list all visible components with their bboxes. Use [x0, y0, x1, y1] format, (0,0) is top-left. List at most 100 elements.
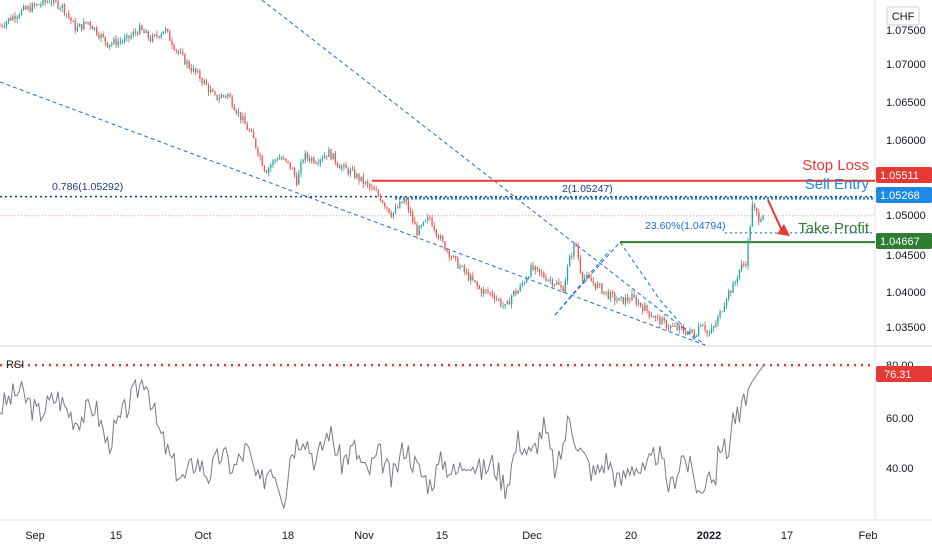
candle-body: [197, 71, 199, 73]
candle-body: [571, 256, 573, 258]
candle-body: [442, 236, 444, 242]
candle-body: [42, 0, 44, 5]
candle-body: [167, 28, 169, 32]
candle-body: [502, 305, 504, 307]
candle-body: [250, 130, 253, 132]
candle-body: [40, 4, 42, 6]
candle-body: [493, 295, 496, 300]
candle-body: [257, 147, 259, 155]
candle-body: [175, 49, 177, 51]
candle-body: [444, 241, 446, 251]
candle-body: [377, 190, 379, 196]
candle-body: [371, 187, 373, 189]
main-pane[interactable]: [0, 0, 875, 345]
candle-body: [420, 225, 422, 227]
candle-body: [715, 323, 717, 327]
candle-body: [482, 289, 485, 294]
candle-body: [564, 280, 567, 293]
candle-body: [136, 32, 139, 35]
candle-body: [409, 210, 412, 213]
candle-body: [33, 3, 36, 6]
candle-body: [330, 149, 332, 160]
candle-body: [268, 167, 270, 173]
candle-body: [431, 218, 433, 226]
candle-body: [652, 316, 655, 318]
candle-body: [76, 26, 79, 31]
candle-body: [725, 299, 728, 306]
candle-body: [270, 164, 272, 168]
candle-body: [287, 160, 289, 163]
candle-body: [83, 21, 85, 30]
candle-body: [186, 61, 188, 65]
candle-body: [300, 162, 302, 174]
candle-body: [491, 292, 493, 296]
candle-body: [134, 31, 137, 33]
candle-body: [672, 325, 674, 327]
candle-body: [616, 300, 618, 302]
candle-body: [233, 106, 235, 111]
candle-body: [248, 129, 251, 131]
candle-body: [332, 153, 334, 160]
price-axis-tick: 1.07000: [886, 59, 926, 71]
candle-body: [328, 149, 330, 157]
candle-body: [551, 279, 554, 286]
candle-body: [388, 208, 390, 213]
candle-body: [607, 291, 609, 299]
candle-body: [321, 158, 324, 160]
candle-body: [504, 304, 506, 306]
rsi-axis-tick: 40.00: [886, 463, 914, 475]
candle-body: [543, 273, 545, 278]
candle-body: [381, 200, 384, 204]
candle-body: [560, 284, 562, 288]
candle-body: [394, 207, 397, 213]
candle-body: [399, 201, 401, 208]
candle-body: [614, 293, 616, 301]
candle-body: [201, 78, 203, 83]
time-axis-tick: 15: [110, 530, 122, 542]
candle-body: [18, 14, 21, 17]
candle-body: [59, 8, 61, 10]
candle-body: [605, 291, 607, 293]
candle-body: [104, 36, 106, 43]
candle-body: [712, 326, 715, 328]
candle-body: [78, 24, 81, 27]
candle-body: [687, 332, 689, 335]
candle-body: [304, 153, 306, 161]
candle-body: [151, 35, 154, 42]
candle-body: [218, 98, 220, 100]
time-axis-tick: 20: [625, 530, 637, 542]
candle-body: [556, 282, 558, 285]
candle-body: [336, 162, 339, 166]
candle-body: [506, 301, 508, 305]
candle-body: [596, 283, 599, 288]
candle-body: [190, 68, 192, 72]
candle-body: [315, 162, 317, 164]
candle-body: [22, 6, 25, 10]
candle-body: [631, 294, 633, 301]
candle-body: [412, 212, 414, 222]
candle-body: [70, 17, 72, 21]
candle-body: [760, 219, 762, 222]
candle-body: [46, 1, 48, 3]
candle-body: [115, 38, 117, 46]
candle-body: [263, 165, 266, 171]
candle-body: [670, 325, 672, 328]
candle-body: [362, 176, 364, 184]
rsi-pane-title: RSI: [6, 359, 24, 371]
candle-body: [644, 305, 646, 312]
price-axis-tick: 1.06000: [886, 135, 926, 147]
candle-body: [422, 221, 425, 226]
candle-body: [642, 306, 644, 312]
candle-body: [480, 288, 483, 294]
candle-body: [244, 116, 246, 124]
candle-body: [568, 256, 571, 267]
candle-body: [620, 297, 622, 299]
candle-body: [291, 168, 294, 170]
candle-body: [674, 325, 676, 327]
candle-body: [474, 280, 476, 283]
time-axis-tick: Feb: [859, 530, 878, 542]
candle-body: [467, 272, 470, 281]
candle-body: [427, 217, 429, 221]
candle-body: [500, 299, 502, 306]
